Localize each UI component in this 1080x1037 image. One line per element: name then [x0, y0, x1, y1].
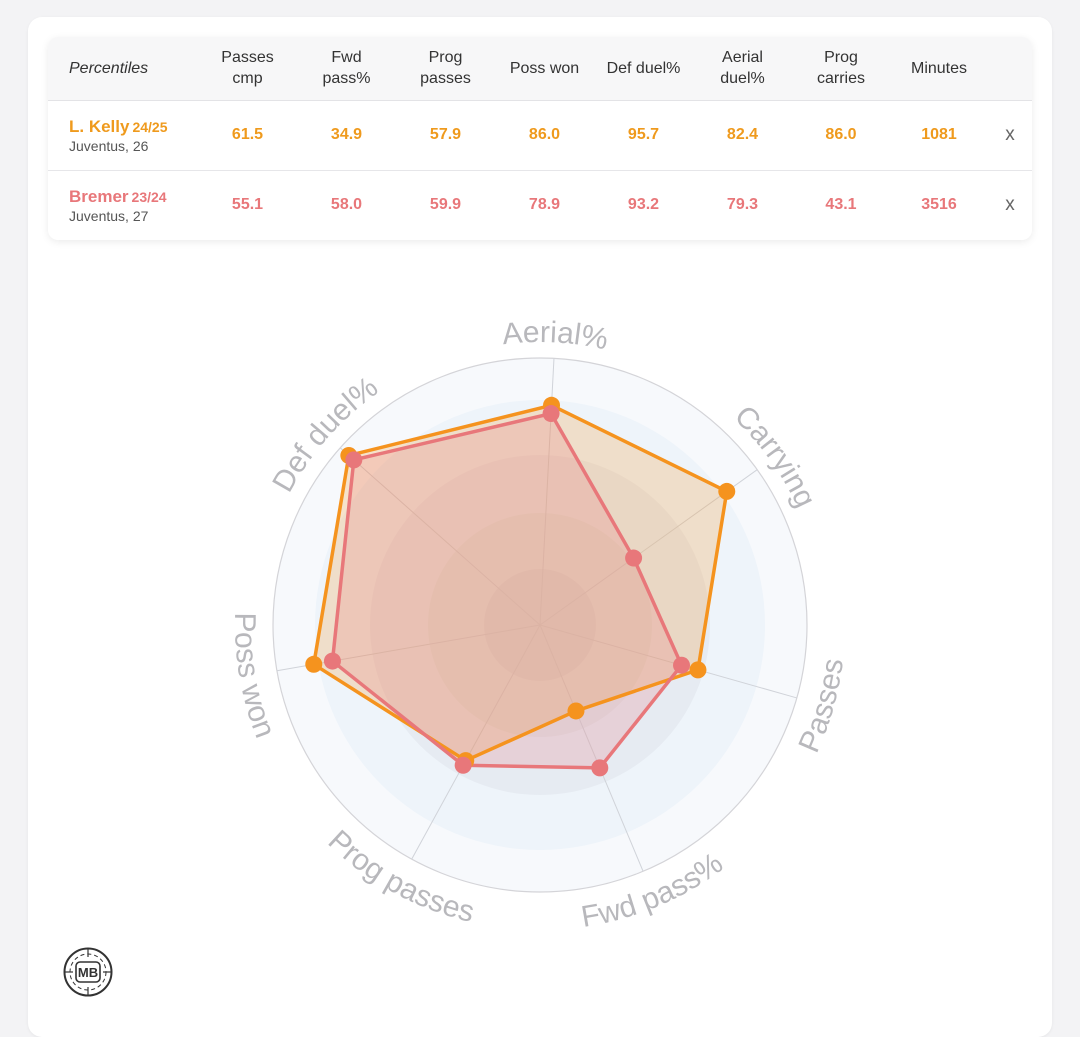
data-point [718, 482, 736, 500]
data-point [625, 549, 643, 567]
table-row-bremer: Bremer 23/24 Juventus, 27 55.1 58.0 59.9 … [48, 170, 1032, 240]
data-point [567, 702, 585, 720]
series-line [312, 403, 729, 763]
col-def-duel: Def duel% [606, 59, 681, 77]
player-name[interactable]: Bremer [69, 186, 129, 206]
table-header-row: Percentiles Passes cmp Fwd pass% Prog pa… [48, 37, 1032, 100]
value-prog-carries: 86.0 [825, 126, 857, 143]
value-aerial-duel: 79.3 [726, 196, 759, 214]
value-poss-won: 78.9 [528, 196, 561, 214]
data-point [454, 756, 472, 774]
value-prog-carries: 43.1 [825, 196, 857, 214]
radar-spoke [339, 447, 541, 626]
value-minutes: 1081 [921, 126, 957, 143]
value-minutes: 3516 [921, 196, 957, 214]
mb-logo-icon: MB [63, 947, 113, 997]
value-aerial-duel: 82.4 [726, 126, 759, 143]
remove-player-button[interactable]: x [1005, 124, 1015, 145]
axis-label-text: Aerial% [501, 316, 611, 356]
radar-spoke [539, 624, 797, 699]
value-def-duel: 93.2 [627, 196, 660, 214]
axis-label: Aerial% [501, 316, 611, 356]
percentiles-header: Percentiles [69, 59, 149, 77]
player-team: Juventus, 26 [69, 137, 149, 154]
data-point [345, 451, 363, 469]
col-fwd-pass: Fwd pass% [322, 49, 371, 88]
value-prog-passes: 57.9 [429, 126, 462, 143]
percentiles-table: Percentiles Passes cmp Fwd pass% Prog pa… [48, 37, 1032, 240]
col-prog-carries: Prog carries [816, 49, 865, 88]
col-prog-passes: Prog passes [420, 49, 471, 88]
data-point [305, 655, 323, 673]
table-row-kelly: L. Kelly 24/25 Juventus, 26 61.5 34.9 57.… [48, 100, 1032, 170]
series-line [330, 411, 684, 770]
col-minutes: Minutes [910, 59, 968, 77]
data-point [591, 759, 609, 777]
logo-text: MB [78, 965, 98, 980]
radar-spoke [411, 624, 541, 860]
remove-player-button[interactable]: x [1005, 194, 1015, 216]
player-cell: Bremer 23/24 Juventus, 27 [48, 170, 198, 240]
value-poss-won: 86.0 [528, 126, 561, 143]
col-passes-cmp: Passes cmp [221, 49, 274, 88]
radar-spoke [539, 624, 644, 872]
value-prog-passes: 59.9 [429, 196, 462, 214]
data-point [542, 405, 560, 423]
value-passes-cmp: 55.1 [231, 196, 264, 214]
series-area [332, 413, 682, 768]
value-fwd-pass: 58.0 [330, 196, 363, 214]
player-cell: L. Kelly 24/25 Juventus, 26 [48, 100, 198, 170]
player-season: 23/24 [131, 188, 167, 205]
player-season: 24/25 [132, 118, 168, 135]
data-point [673, 656, 691, 674]
comparison-card: Percentiles Passes cmp Fwd pass% Prog pa… [28, 17, 1052, 1037]
col-aerial-duel: Aerial duel% [720, 49, 765, 88]
value-passes-cmp: 61.5 [231, 126, 264, 143]
player-team: Juventus, 27 [69, 207, 149, 224]
col-poss-won: Poss won [509, 59, 580, 77]
series-area [313, 405, 727, 761]
data-point [689, 661, 707, 679]
player-name[interactable]: L. Kelly [69, 116, 130, 136]
value-def-duel: 95.7 [627, 126, 660, 143]
value-fwd-pass: 34.9 [330, 126, 363, 143]
data-point [323, 652, 341, 670]
